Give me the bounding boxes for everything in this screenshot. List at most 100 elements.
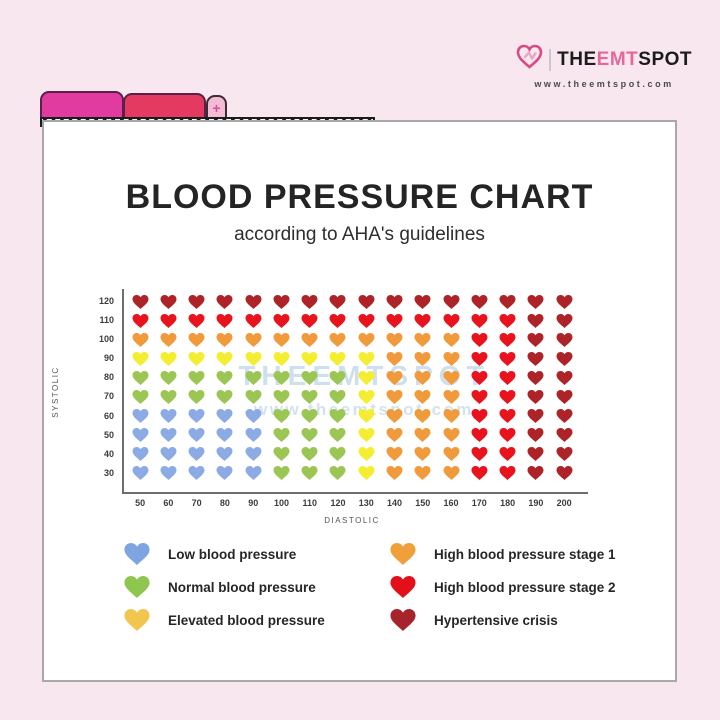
heart-icon: [216, 447, 233, 462]
heart-cell: [493, 311, 521, 330]
heart-cell: [409, 292, 437, 311]
heart-icon: [245, 409, 262, 424]
heart-cell: [352, 445, 380, 464]
legend-label: Hypertensive crisis: [434, 612, 558, 628]
heart-cell: [183, 426, 211, 445]
heart-cell: [211, 349, 239, 368]
heart-icon: [329, 370, 346, 385]
heart-cell: [126, 311, 154, 330]
heart-icon: [160, 313, 177, 328]
tab-new-plus[interactable]: +: [206, 95, 227, 118]
heart-cell: [211, 311, 239, 330]
heart-cell: [380, 387, 408, 406]
heart-icon: [245, 294, 262, 309]
heart-cell: [296, 311, 324, 330]
heart-icon: [216, 466, 233, 481]
heart-icon: [301, 351, 318, 366]
heart-icon: [329, 466, 346, 481]
legend-heart-icon: [124, 576, 150, 598]
heart-cell: [296, 464, 324, 483]
heart-cell: [183, 407, 211, 426]
heart-icon: [273, 313, 290, 328]
legend-item: Hypertensive crisis: [390, 608, 616, 632]
legend-label: Normal blood pressure: [168, 579, 316, 595]
heart-icon: [329, 428, 346, 443]
heart-cell: [380, 292, 408, 311]
tab-pink[interactable]: [40, 91, 124, 118]
heart-icon: [471, 294, 488, 309]
x-axis-ticks: 50 60 70 80 90 100 110 120 130 140 150 160 170 180 190…: [126, 498, 578, 508]
heart-cell: [550, 445, 578, 464]
heart-icon: [132, 294, 149, 309]
heart-icon: [386, 447, 403, 462]
x-tick: 160: [443, 498, 459, 508]
heart-cell: [154, 464, 182, 483]
heart-cell: [126, 464, 154, 483]
heart-icon: [188, 428, 205, 443]
x-tick: 150: [415, 498, 431, 508]
heart-cell: [154, 349, 182, 368]
heart-icon: [443, 466, 460, 481]
heart-icon: [443, 428, 460, 443]
heart-icon: [216, 332, 233, 347]
heart-cell: [409, 387, 437, 406]
heart-cell: [380, 464, 408, 483]
heart-cell: [522, 387, 550, 406]
heart-cell: [296, 368, 324, 387]
heart-icon: [132, 466, 149, 481]
x-tick: 70: [191, 498, 202, 508]
legend-item: High blood pressure stage 1: [390, 542, 616, 566]
heart-icon: [386, 409, 403, 424]
heart-cell: [493, 368, 521, 387]
heart-icon: [301, 390, 318, 405]
heart-cell: [493, 464, 521, 483]
y-axis-line: [122, 289, 124, 493]
heart-cell: [352, 407, 380, 426]
heart-icon: [443, 370, 460, 385]
heart-cell: [126, 292, 154, 311]
legend-item: High blood pressure stage 2: [390, 575, 616, 599]
heart-cell: [239, 407, 267, 426]
heart-cell: [126, 330, 154, 349]
heart-cell: [239, 349, 267, 368]
heart-icon: [160, 409, 177, 424]
heart-cell: [183, 387, 211, 406]
heart-cell: [409, 330, 437, 349]
heart-cell: [154, 292, 182, 311]
heart-icon: [471, 332, 488, 347]
heart-cell: [211, 387, 239, 406]
heart-cell: [296, 407, 324, 426]
heart-icon: [245, 447, 262, 462]
heart-cell: [183, 445, 211, 464]
heart-icon: [443, 351, 460, 366]
heart-icon: [358, 332, 375, 347]
heart-icon: [414, 390, 431, 405]
heart-icon: [132, 390, 149, 405]
heart-cell: [465, 292, 493, 311]
y-tick: 80: [103, 372, 114, 383]
brand-wordmark: THEEMTSPOT: [557, 48, 692, 70]
heart-cell: [437, 349, 465, 368]
heart-icon: [443, 313, 460, 328]
legend-label: Low blood pressure: [168, 546, 297, 562]
legend-item: Normal blood pressure: [124, 575, 325, 599]
heart-icon: [386, 294, 403, 309]
heart-icon: [132, 332, 149, 347]
legend-heart-icon: [390, 543, 416, 565]
heart-cell: [154, 407, 182, 426]
heart-icon: [132, 313, 149, 328]
x-tick: 50: [135, 498, 146, 508]
heart-icon: [414, 332, 431, 347]
heart-icon: [216, 428, 233, 443]
heart-icon: [358, 447, 375, 462]
tab-red[interactable]: [123, 93, 206, 118]
x-tick: 120: [330, 498, 346, 508]
heart-icon: [358, 428, 375, 443]
heart-cell: [522, 464, 550, 483]
heart-icon: [358, 466, 375, 481]
heart-cell: [522, 445, 550, 464]
heart-icon: [414, 313, 431, 328]
heart-cell: [380, 445, 408, 464]
heart-icon: [301, 447, 318, 462]
heart-icon: [358, 370, 375, 385]
